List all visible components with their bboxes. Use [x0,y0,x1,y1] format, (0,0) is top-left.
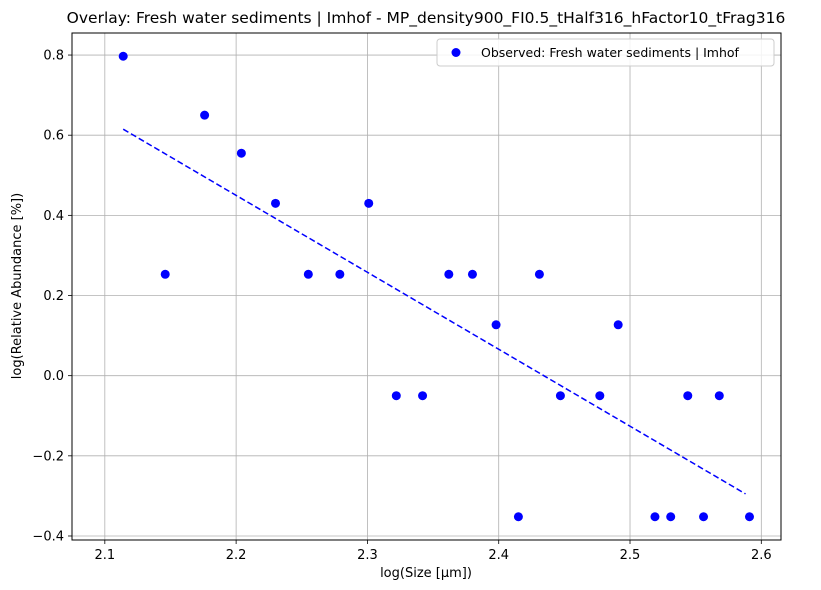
data-point [699,512,709,522]
x-tick-label: 2.3 [357,548,378,563]
data-point [683,391,693,401]
data-point [714,391,724,401]
data-point [650,512,660,522]
plot-frame [71,32,782,541]
x-axis-label: log(Size [μm]) [380,566,472,581]
chart-title: Overlay: Fresh water sediments | Imhof -… [67,9,786,28]
fit-line-group [122,128,746,495]
legend-label: Observed: Fresh water sediments | Imhof [481,45,740,60]
data-point [467,269,477,279]
data-point [491,320,501,330]
data-point [534,269,544,279]
legend: Observed: Fresh water sediments | Imhof [436,38,775,67]
data-point [271,198,281,208]
data-point [555,391,565,401]
data-point [303,269,313,279]
data-point [118,51,128,61]
y-tick-label: −0.2 [32,449,64,464]
data-point [236,148,246,158]
axis-ticks: 2.1 2.2 2.3 2.4 2.5 2.6 −0.4 −0.2 0.0 0.2 0.4 0.6 0.… [32,49,771,563]
data-point [200,110,210,120]
y-tick-label: −0.4 [32,529,64,544]
y-tick-label: 0.0 [43,369,64,384]
legend-marker [451,48,461,57]
x-tick-label: 2.2 [226,548,247,563]
y-tick-label: 0.6 [43,129,64,144]
y-tick-label: 0.4 [43,209,64,224]
data-point [160,269,170,279]
legend-box [436,38,775,67]
data-point [335,269,345,279]
data-point [364,198,374,208]
y-tick-label: 0.2 [43,289,64,304]
data-point [666,512,676,522]
x-tick-label: 2.5 [620,548,641,563]
y-axis-label: log(Relative Abundance [%]) [10,193,25,379]
data-point [391,391,401,401]
fit-line [122,128,746,495]
data-point [418,391,428,401]
data-point [744,512,754,522]
scatter-points [118,51,754,522]
data-point [513,512,523,522]
x-tick-label: 2.4 [488,548,509,563]
data-point [595,391,605,401]
y-tick-label: 0.8 [43,49,64,64]
data-point [444,269,454,279]
x-tick-label: 2.6 [751,548,772,563]
data-point [613,320,623,330]
x-tick-label: 2.1 [94,548,115,563]
